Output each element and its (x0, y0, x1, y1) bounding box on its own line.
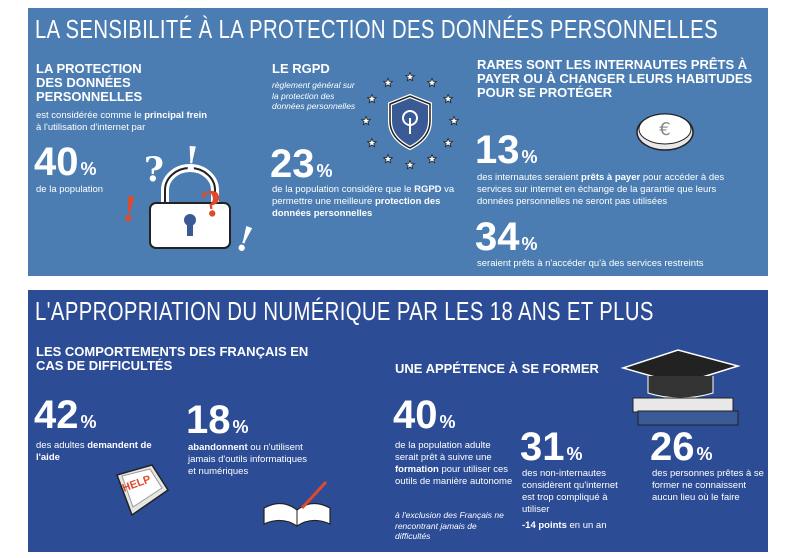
stat: 13% (475, 128, 538, 173)
stat-unit: % (521, 147, 538, 167)
text-segment: en un an (566, 520, 607, 531)
stat-value: 40 (34, 140, 79, 184)
body-text: de la population (36, 184, 103, 196)
heading: LA PROTECTION DES DONNÉES PERSONNELLES (36, 61, 143, 104)
text-segment: seraient prêts à n'accéder qu'à des serv… (477, 258, 704, 269)
section-title: L'APPROPRIATION DU NUMÉRIQUE PAR LES 18 … (35, 296, 654, 326)
note: à l'exclusion des Français ne rencontran… (395, 510, 504, 541)
text-segment: pour utiliser ces outils de manière auto… (395, 464, 513, 487)
text-segment: des adultes (36, 440, 88, 451)
stat-value: 34 (475, 215, 520, 259)
stat: 34% (475, 215, 538, 260)
heading: LE RGPD (272, 61, 330, 76)
star (442, 93, 454, 104)
text-segment: des non-internautes considèrent qu'inter… (522, 468, 618, 515)
star (366, 137, 378, 148)
subtitle: règlement général sur la protection des … (272, 80, 356, 111)
star (360, 115, 372, 126)
stat-value: 31 (520, 425, 565, 469)
stat-unit: % (232, 417, 249, 437)
stat-unit: % (80, 159, 97, 179)
graduation-icon (620, 349, 741, 426)
star (382, 153, 394, 164)
text-segment: de la population (36, 184, 104, 195)
body-text: -14 points en un an (522, 520, 642, 532)
stat-unit: % (80, 412, 97, 432)
stat-value: 13 (475, 128, 520, 172)
body-text: seraient prêts à n'accéder qu'à des serv… (477, 258, 703, 270)
svg-text:€: € (659, 119, 670, 140)
star (426, 77, 438, 88)
decor-mark: ? (144, 150, 164, 190)
stat-value: 42 (34, 393, 79, 437)
body-text: des internautes seraient prêts à payer p… (477, 172, 752, 208)
star (366, 93, 378, 104)
stat: 23% (270, 142, 333, 187)
help-key-icon (116, 464, 170, 517)
body-text: des personnes prêtes à se former ne conn… (652, 468, 767, 504)
stat: 42% (34, 393, 97, 438)
decor-mark: ! (182, 139, 201, 181)
text-segment: pour accéder à des services sur internet… (477, 172, 725, 207)
star (382, 77, 394, 88)
lock-marks: ?!!?! (92, 139, 262, 262)
text-segment: principal frein (144, 110, 208, 121)
text-segment: protection des données personnelles (272, 196, 441, 219)
stat-value: 40 (393, 393, 438, 437)
stat: 40% (34, 140, 97, 185)
text-segment: va permettre une meilleure (272, 184, 455, 207)
stat-value: 18 (186, 398, 231, 442)
star (426, 153, 438, 164)
stat: 31% (520, 425, 583, 470)
star (448, 115, 460, 126)
stat: 26% (650, 425, 713, 470)
text-segment: à l'utilisation d'internet par (36, 122, 146, 133)
stat-value: 26 (650, 425, 695, 469)
body-text: de la population adulte serait prêt à su… (395, 440, 513, 488)
section-title: LA SENSIBILITÉ À LA PROTECTION DES DONNÉ… (35, 14, 719, 44)
text-segment: de la population adulte serait prêt à su… (395, 440, 492, 463)
body-text: abandonnent ou n'utilisent jamais d'outi… (188, 442, 308, 478)
body-text: de la population considère que le RGPD v… (272, 184, 457, 220)
heading: UNE APPÉTENCE À SE FORMER (395, 361, 599, 376)
text-segment: ou n'utilisent jamais d'outils informati… (188, 442, 308, 477)
coin-icon: € (636, 113, 694, 151)
text-segment: abandonnent (188, 442, 248, 453)
body-text: des adultes demandent de l'aide (36, 440, 166, 464)
heading: RARES SONT LES INTERNAUTES PRÊTS À PAYER… (477, 57, 753, 100)
stat-unit: % (696, 444, 713, 464)
heading: LES COMPORTEMENTS DES FRANÇAIS EN CAS DE… (36, 344, 309, 373)
stat-unit: % (316, 161, 333, 181)
decor-mark: ! (230, 218, 259, 262)
text-segment: de la population considère que le (272, 184, 415, 195)
stat-unit: % (566, 444, 583, 464)
text-segment: des internautes seraient (477, 172, 582, 183)
stat-value: 23 (270, 142, 315, 186)
star (404, 159, 416, 170)
stat-unit: % (439, 412, 456, 432)
lock-icon (149, 164, 231, 249)
rgpd-stars (360, 71, 460, 170)
text-segment: prêts à payer (581, 172, 641, 183)
stat-unit: % (521, 234, 538, 254)
text-segment: des personnes prêtes à se former ne conn… (652, 468, 764, 503)
star (404, 71, 416, 82)
stat: 40% (393, 393, 456, 438)
text-segment: RGPD (414, 184, 442, 195)
book-icon (263, 480, 331, 527)
stat: 18% (186, 398, 249, 443)
body-text: est considérée comme le principal frein … (36, 110, 211, 134)
text-segment: demandent de l'aide (36, 440, 152, 463)
body-text: des non-internautes considèrent qu'inter… (522, 468, 632, 516)
text-segment: est considérée comme le (36, 110, 145, 121)
star (442, 137, 454, 148)
decor-mark: ? (198, 183, 226, 227)
text-segment: formation (395, 464, 439, 475)
decor-mark: ! (119, 189, 140, 231)
text-segment: -14 points (522, 520, 567, 531)
